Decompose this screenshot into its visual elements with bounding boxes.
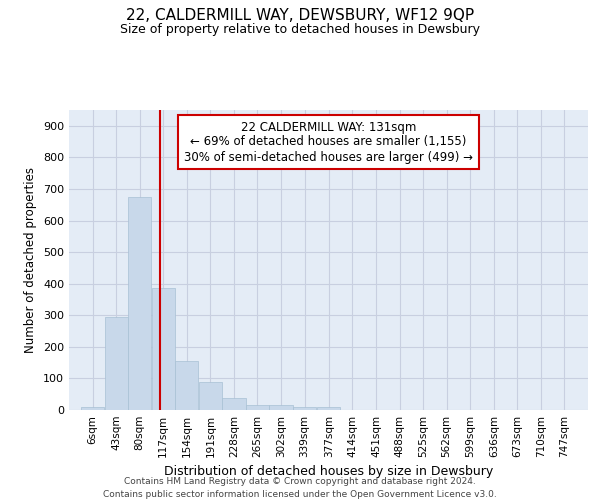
Bar — [199, 382, 222, 410]
Text: Contains public sector information licensed under the Open Government Licence v3: Contains public sector information licen… — [103, 490, 497, 499]
Text: 22 CALDERMILL WAY: 131sqm
← 69% of detached houses are smaller (1,155)
30% of se: 22 CALDERMILL WAY: 131sqm ← 69% of detac… — [184, 120, 473, 164]
Y-axis label: Number of detached properties: Number of detached properties — [25, 167, 37, 353]
Text: Contains HM Land Registry data © Crown copyright and database right 2024.: Contains HM Land Registry data © Crown c… — [124, 478, 476, 486]
Bar — [293, 407, 316, 410]
Bar — [104, 317, 128, 410]
Bar — [269, 406, 293, 410]
Bar — [246, 406, 269, 410]
Text: Size of property relative to detached houses in Dewsbury: Size of property relative to detached ho… — [120, 22, 480, 36]
Bar — [81, 407, 104, 410]
Bar — [317, 408, 340, 410]
Bar — [223, 398, 245, 410]
Bar — [152, 288, 175, 410]
Bar — [128, 197, 151, 410]
X-axis label: Distribution of detached houses by size in Dewsbury: Distribution of detached houses by size … — [164, 466, 493, 478]
Bar — [175, 361, 199, 410]
Text: 22, CALDERMILL WAY, DEWSBURY, WF12 9QP: 22, CALDERMILL WAY, DEWSBURY, WF12 9QP — [126, 8, 474, 22]
